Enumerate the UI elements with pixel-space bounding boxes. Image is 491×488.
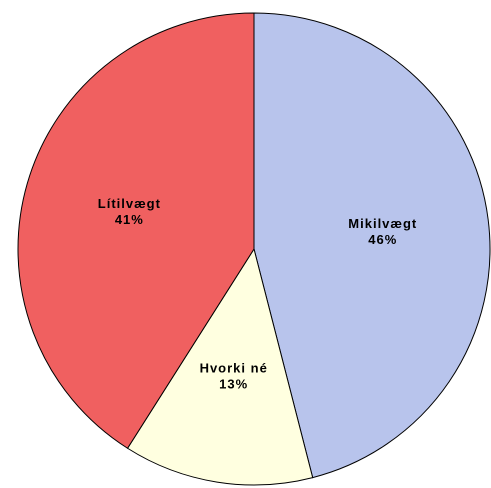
slice-value-label: 13% (219, 377, 248, 392)
pie-slice (253, 12, 491, 479)
slice-value-label: 46% (368, 232, 397, 247)
slice-label: Mikilvægt (348, 216, 417, 231)
slice-label: Lítilvægt (98, 196, 161, 211)
slice-value-label: 41% (115, 212, 144, 227)
pie-slice (17, 12, 255, 449)
slice-label: Hvorki né (200, 361, 268, 376)
pie-slice (126, 247, 314, 486)
